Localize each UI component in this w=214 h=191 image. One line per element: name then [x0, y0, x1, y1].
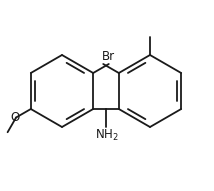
Text: Br: Br [102, 50, 115, 63]
Text: O: O [10, 111, 20, 124]
Text: NH$_2$: NH$_2$ [95, 128, 119, 143]
